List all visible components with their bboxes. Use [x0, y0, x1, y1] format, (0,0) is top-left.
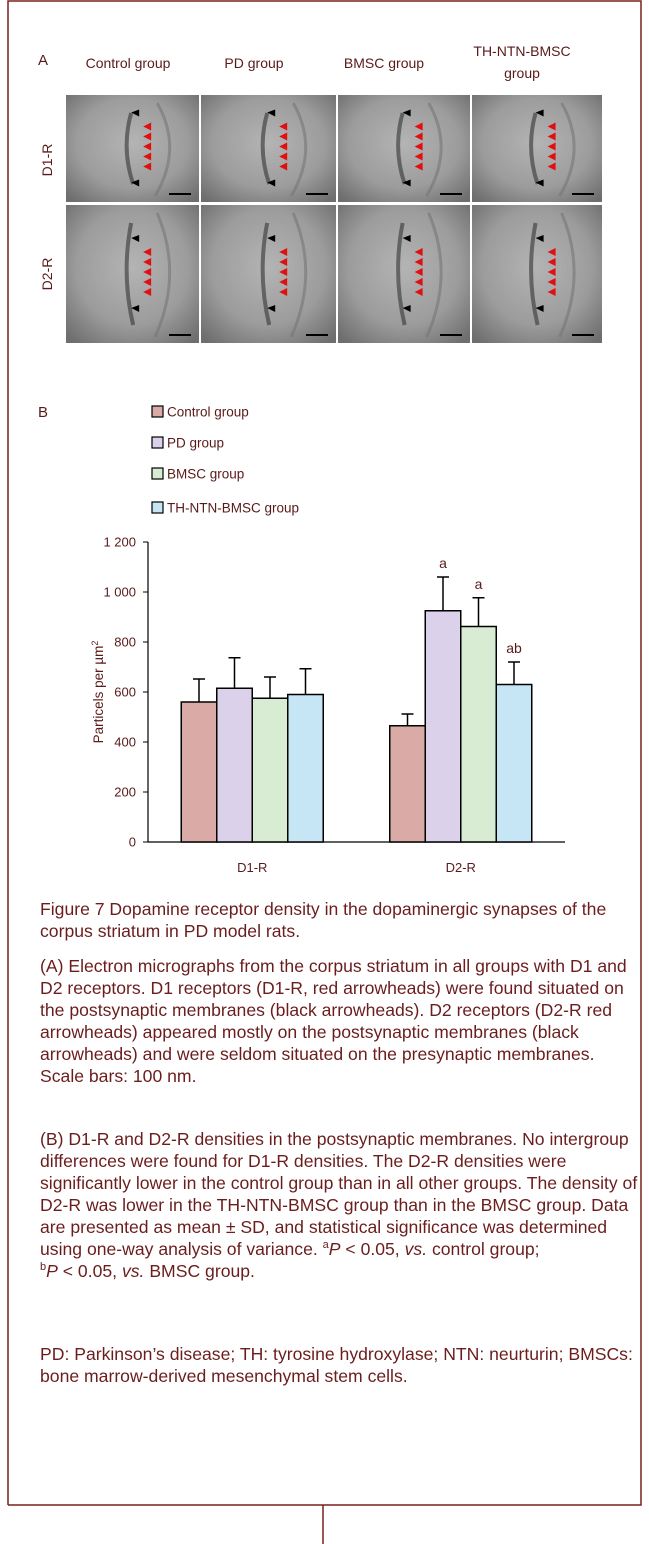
legend-swatch [152, 437, 163, 448]
significance-label: a [475, 576, 483, 592]
micrograph [66, 205, 199, 343]
micrograph [472, 95, 602, 202]
row-label: D2-R [39, 258, 55, 291]
caption-italic: P [46, 1261, 58, 1281]
panel-label: B [38, 404, 48, 421]
bar [288, 695, 324, 843]
legend-swatch [152, 406, 163, 417]
column-label: BMSC group [322, 52, 446, 74]
column-label: PD group [192, 52, 316, 74]
panel-label: A [38, 52, 48, 69]
legend-label: BMSC group [167, 467, 244, 482]
y-tick-label: 600 [114, 685, 136, 700]
micrograph [201, 205, 336, 343]
page: {"panel_a": {"label": "A", "columns": ["… [0, 0, 649, 1544]
caption-paragraph: (B) D1-R and D2-R densities in the posts… [40, 1128, 638, 1282]
bar [181, 702, 217, 842]
column-label: Control group [66, 52, 190, 74]
legend-label: PD group [167, 436, 224, 451]
caption-text: control group; [427, 1239, 539, 1259]
micrograph-image [338, 95, 470, 202]
y-tick-label: 800 [114, 635, 136, 650]
error-bar [473, 598, 485, 627]
micrograph [338, 205, 470, 343]
legend-swatch [152, 468, 163, 479]
micrograph-image [66, 95, 199, 202]
bar [496, 685, 532, 843]
error-bar [264, 677, 276, 698]
x-tick-label: D2-R [446, 860, 476, 875]
y-tick-label: 1 000 [103, 585, 136, 600]
bar [425, 611, 461, 842]
caption-text: BMSC group. [144, 1261, 255, 1281]
legend-swatch [152, 502, 163, 513]
micrograph [66, 95, 199, 202]
caption-italic: vs. [405, 1239, 427, 1259]
bar-chart: 0 200 400 600 800 1 000 1 200 D1-R D2-R a a ab Contr… [103, 405, 565, 876]
y-axis-label: Particels per µm2 [90, 641, 106, 744]
y-tick-label: 400 [114, 735, 136, 750]
micrograph [338, 95, 470, 202]
error-bar [300, 669, 312, 695]
micrograph-image [472, 95, 602, 202]
y-tick-label: 200 [114, 785, 136, 800]
caption-abbreviations: PD: Parkinson’s disease; TH: tyrosine hy… [40, 1343, 638, 1387]
micrograph-image [201, 95, 336, 202]
error-bar [402, 714, 414, 726]
y-tick-label: 1 200 [103, 535, 136, 550]
error-bar [437, 577, 449, 611]
legend-label: TH-NTN-BMSC group [167, 501, 299, 516]
error-bar [508, 662, 520, 685]
caption-text: < 0.05, [341, 1239, 405, 1259]
column-label: TH-NTN-BMSC group [472, 40, 572, 84]
legend-label: Control group [167, 405, 249, 420]
significance-label: a [439, 555, 447, 571]
significance-label: ab [506, 640, 522, 656]
error-bar [229, 658, 241, 689]
caption-italic: vs. [122, 1261, 144, 1281]
x-tick-label: D1-R [237, 860, 267, 875]
row-label: D1-R [39, 144, 55, 177]
micrograph [201, 95, 336, 202]
bar [217, 688, 253, 842]
y-axis-label-sup: 2 [90, 641, 100, 646]
bar [390, 726, 426, 842]
micrograph [472, 205, 602, 343]
micrographs [66, 95, 602, 343]
caption-paragraph: (A) Electron micrographs from the corpus… [40, 955, 638, 1087]
y-tick-label: 0 [129, 835, 136, 850]
bar [252, 698, 288, 842]
figure: A D1-R D2-R B Particels per µm2 0 200 400 6… [0, 0, 649, 1544]
caption-italic: P [329, 1239, 341, 1259]
bar [461, 627, 497, 843]
caption-text: < 0.05, [58, 1261, 122, 1281]
y-axis-label-text: Particels per µm [91, 646, 106, 744]
caption-title: Figure 7 Dopamine receptor density in th… [40, 898, 638, 942]
error-bar [193, 679, 205, 702]
